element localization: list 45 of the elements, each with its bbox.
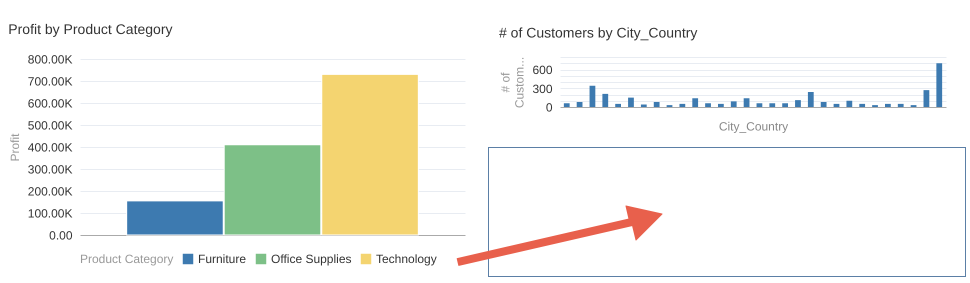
bar [628,98,634,107]
y-tick-label: 100.00K [28,206,72,220]
y-tick-label: 0.00 [49,228,73,242]
y-tick-label: 400.00K [28,140,72,154]
bar [615,104,622,107]
y-tick-label: 300 [532,82,553,96]
bar [884,104,891,107]
y-tick-label: 500.00K [28,118,72,132]
bar [679,104,686,107]
bar [859,104,866,107]
bar [730,101,737,107]
y-tick-label: 200.00K [28,184,72,198]
bar [744,98,750,107]
y-tick-label: 300.00K [28,162,72,176]
y-tick-label: 800.00K [28,52,72,66]
bar [795,100,801,107]
y-tick-label: 600 [532,63,553,77]
y-tick-label: 700.00K [28,74,72,88]
bar [834,104,840,107]
bar [924,90,930,107]
bar [718,104,724,107]
bar [590,86,596,107]
bar [846,100,852,107]
y-tick-label: 600.00K [28,96,72,110]
legend-label: Office Supplies [271,252,352,266]
legend-label: Technology [376,252,437,266]
x-axis-title: City_Country [718,120,788,134]
bar [820,102,827,107]
y-tick-label: 0 [546,100,553,114]
bar [782,103,788,107]
bar [654,102,660,107]
y-axis-title: # of Custom... [498,56,526,108]
chart-title: # of Customers by City_Country [498,24,698,40]
legend-title: Product Category [80,252,174,266]
y-axis-title: Profit [8,132,22,162]
legend-label: Furniture [198,252,246,266]
bar [898,104,904,107]
bar [756,103,762,107]
bar [692,98,698,107]
bar [602,94,608,107]
bar [936,63,942,107]
bar [705,103,711,107]
bar [576,102,582,107]
chart-title: Profit by Product Category [8,21,172,37]
bar [808,92,814,107]
